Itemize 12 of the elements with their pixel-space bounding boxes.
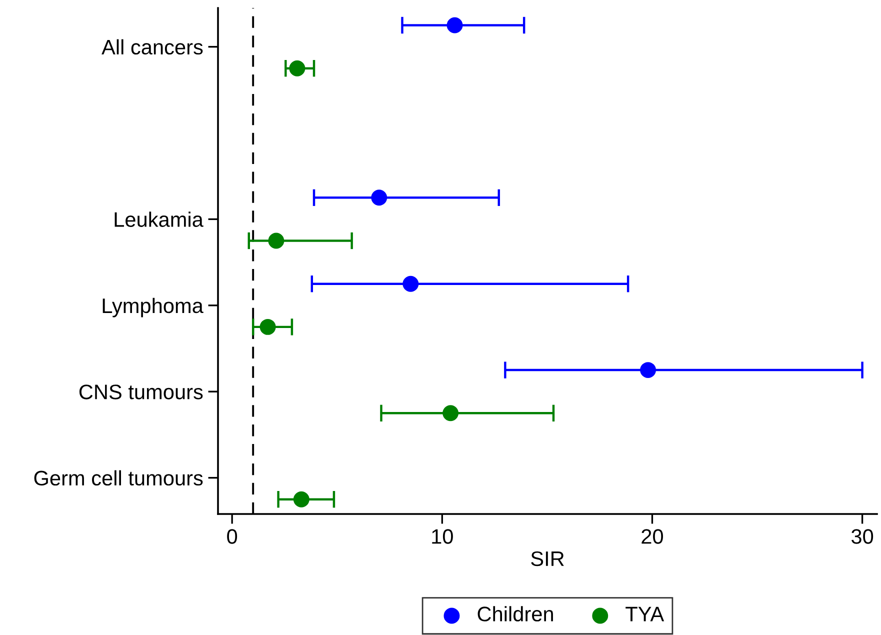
y-tick-label: Germ cell tumours bbox=[34, 470, 203, 486]
legend-label: TYA bbox=[626, 606, 664, 622]
x-tick-label: 0 bbox=[227, 529, 238, 544]
x-tick-label: 30 bbox=[852, 529, 874, 544]
x-tick-label: 20 bbox=[642, 529, 663, 544]
y-tick-label: CNS tumours bbox=[79, 384, 203, 400]
legend-label: Children bbox=[478, 606, 553, 622]
x-axis-title: SIR bbox=[531, 551, 564, 566]
y-tick-label: Leukamia bbox=[114, 212, 204, 227]
y-tick-label: All cancers bbox=[102, 39, 203, 55]
y-tick-label: Lymphoma bbox=[102, 298, 204, 318]
x-tick-label: 10 bbox=[432, 529, 453, 544]
